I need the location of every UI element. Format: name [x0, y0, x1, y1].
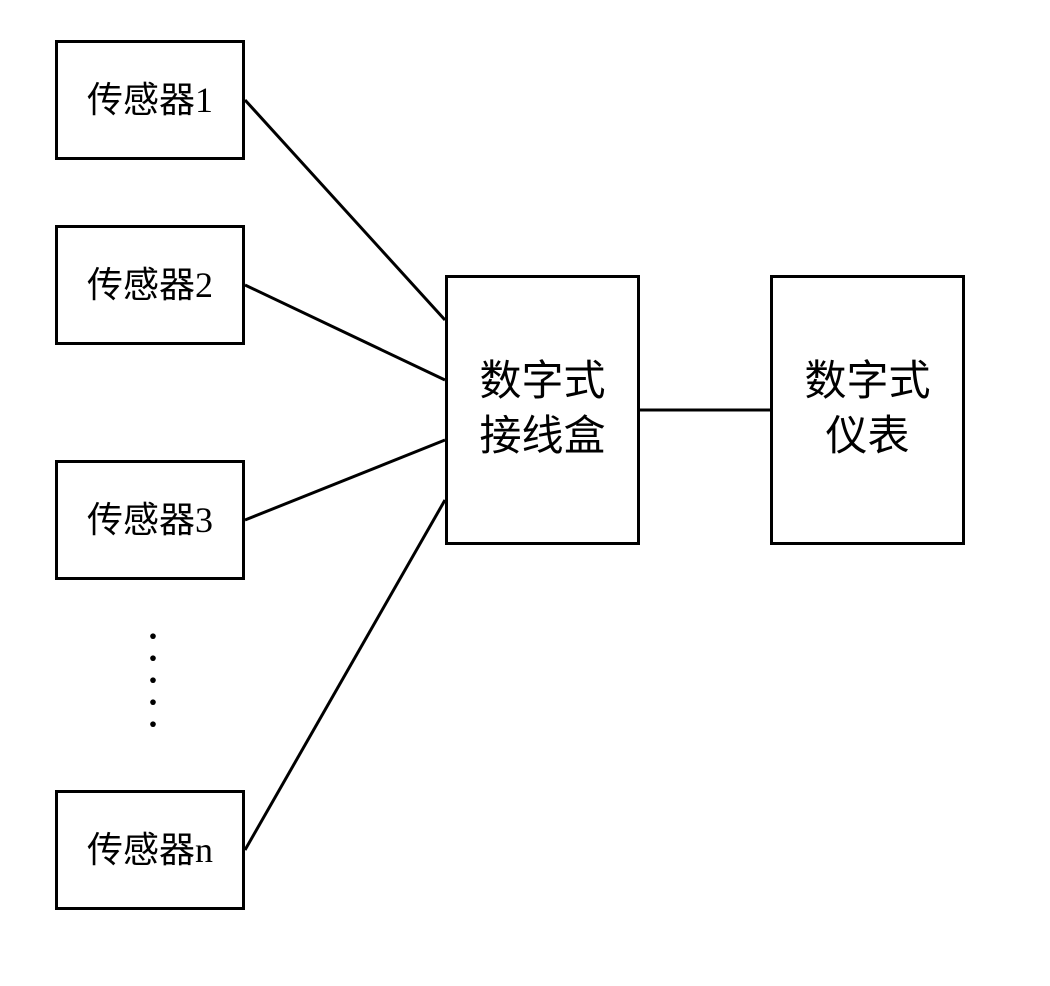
block-diagram: 传感器1 传感器2 传感器3 ····· 传感器n 数字式接线盒 数字式仪表 [0, 0, 1050, 986]
edge-sensor3-junction [245, 440, 445, 520]
sensor-1-label: 传感器1 [87, 77, 213, 124]
edge-sensor1-junction [245, 100, 445, 320]
meter-box: 数字式仪表 [770, 275, 965, 545]
junction-box-label: 数字式接线盒 [479, 355, 605, 464]
ellipsis-vertical: ····· [145, 625, 161, 735]
sensor-2-box: 传感器2 [55, 225, 245, 345]
edge-sensor2-junction [245, 285, 445, 380]
sensor-3-label: 传感器3 [87, 497, 213, 544]
sensor-3-box: 传感器3 [55, 460, 245, 580]
edge-sensorN-junction [245, 500, 445, 850]
meter-box-label: 数字式仪表 [804, 355, 930, 464]
sensor-n-box: 传感器n [55, 790, 245, 910]
sensor-1-box: 传感器1 [55, 40, 245, 160]
sensor-n-label: 传感器n [87, 827, 213, 874]
junction-box: 数字式接线盒 [445, 275, 640, 545]
sensor-2-label: 传感器2 [87, 262, 213, 309]
